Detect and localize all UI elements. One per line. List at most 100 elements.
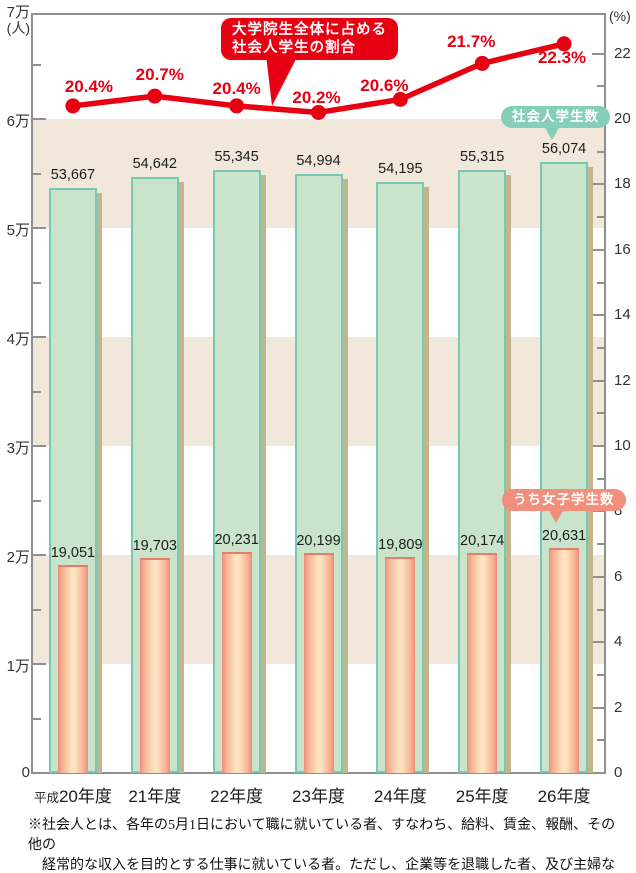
- percent-label: 20.6%: [360, 76, 409, 96]
- right-axis-tick: [597, 543, 605, 546]
- left-axis-label: 3万: [6, 440, 30, 457]
- percent-label: 20.4%: [64, 76, 114, 96]
- right-axis-label: 4: [614, 633, 623, 651]
- bar-value-label-adult: 55,345: [214, 148, 259, 165]
- left-axis-tick: [32, 63, 41, 66]
- right-axis-tick: [592, 575, 605, 578]
- left-axis-label: 5万: [6, 222, 30, 239]
- right-axis-tick: [597, 477, 605, 480]
- right-axis-tick: [597, 412, 605, 415]
- era-prefix: 平成: [33, 791, 59, 805]
- plot-frame: [31, 13, 606, 774]
- bar-value-label-female: 19,051: [50, 545, 96, 562]
- bar-female-students: [57, 565, 88, 773]
- left-axis-tick: [32, 172, 41, 175]
- x-axis-label: 22年度: [210, 787, 264, 806]
- footnote-line-2: 経常的な収入を目的とする仕事に就いている者。ただし、企業等を退職した者、及び主婦…: [42, 858, 616, 873]
- left-axis-label: 4万: [6, 331, 30, 348]
- right-axis-label: 12: [614, 371, 631, 389]
- x-axis-label: 26年度: [537, 787, 591, 806]
- right-axis-tick: [597, 216, 605, 219]
- left-axis-tick: [32, 281, 41, 284]
- left-axis-tick: [32, 336, 46, 338]
- percent-label: 20.7%: [135, 65, 184, 85]
- left-axis-label: 7万: [6, 4, 30, 21]
- x-axis-label: 24年度: [373, 787, 427, 806]
- bar-value-label-female: 20,631: [541, 528, 587, 545]
- line-series-callout: 大学院生全体に占める 社会人学生の割合: [221, 18, 398, 60]
- x-axis-label: 25年度: [455, 787, 509, 806]
- right-axis-tick: [592, 183, 605, 186]
- left-axis-tick: [32, 608, 41, 611]
- left-axis-tick: [32, 445, 46, 447]
- bar-value-label-adult: 56,074: [541, 140, 587, 157]
- percent-label: 21.7%: [447, 32, 496, 52]
- left-axis-label: 2万: [6, 549, 30, 566]
- left-axis-label: 6万: [6, 113, 30, 130]
- bar-female-students: [385, 557, 416, 773]
- bar-female-students: [467, 553, 498, 773]
- bar-value-label-female: 19,703: [132, 538, 177, 555]
- legend-female-students-pointer-icon: [548, 509, 564, 523]
- bar-value-label-female: 20,199: [296, 532, 341, 549]
- right-axis-tick: [597, 85, 605, 88]
- percent-label: 20.4%: [212, 78, 261, 98]
- right-axis-tick: [592, 510, 605, 513]
- right-axis-tick: [592, 706, 605, 709]
- right-axis-label: 20: [614, 110, 631, 127]
- right-axis-label: 6: [614, 567, 623, 585]
- bar-female-students: [549, 548, 580, 773]
- right-axis-tick: [592, 248, 605, 251]
- bar-female-students: [303, 552, 334, 773]
- right-axis-label: 0: [614, 764, 623, 781]
- left-axis-label: 1万: [6, 658, 30, 675]
- right-axis-tick: [592, 379, 605, 382]
- right-axis-label: 10: [614, 437, 631, 454]
- x-axis-label: 23年度: [292, 787, 345, 806]
- left-axis-tick: [32, 499, 41, 502]
- percent-label: 20.2%: [292, 88, 341, 108]
- bar-adult-students: [458, 170, 507, 773]
- right-axis-tick: [592, 445, 605, 447]
- right-axis-tick: [592, 314, 605, 317]
- right-axis-label: 16: [614, 240, 631, 258]
- left-axis-tick: [32, 554, 46, 556]
- left-axis-unit-label: (人): [6, 20, 30, 36]
- callout-line-1: 大学院生全体に占める: [232, 22, 387, 38]
- bar-value-label-adult: 54,195: [378, 161, 423, 178]
- bar-adult-students: [212, 169, 261, 773]
- left-axis-tick: [32, 717, 41, 720]
- right-axis-tick: [592, 641, 605, 644]
- bar-value-label-adult: 53,667: [50, 167, 96, 184]
- bar-value-label-female: 20,231: [214, 532, 259, 549]
- legend-adult-students-badge: 社会人学生数: [501, 106, 610, 128]
- legend-female-students-badge: うち女子学生数: [502, 489, 626, 511]
- right-axis-label: 22: [614, 44, 631, 62]
- callout-line-2: 社会人学生の割合: [232, 40, 356, 56]
- footnote-line-1: ※社会人とは、各年の5月1日において職に就いている者、すなわち、給料、賃金、報酬…: [28, 818, 616, 853]
- percent-label: 22.3%: [537, 47, 587, 67]
- right-axis-tick: [597, 346, 605, 349]
- footnote: ※社会人とは、各年の5月1日において職に就いている者、すなわち、給料、賃金、報酬…: [28, 816, 624, 873]
- left-axis-tick: [32, 390, 41, 393]
- bar-female-students: [221, 552, 252, 773]
- right-axis-tick: [597, 608, 605, 611]
- bar-value-label-adult: 55,315: [460, 149, 505, 166]
- right-axis-tick: [597, 150, 605, 153]
- right-axis-label: 14: [614, 306, 631, 324]
- bar-female-students: [139, 558, 170, 773]
- bar-value-label-female: 20,174: [460, 533, 505, 550]
- legend-adult-students-pointer-icon: [544, 126, 560, 140]
- right-axis-tick: [597, 281, 605, 284]
- left-axis-label: 0: [21, 764, 30, 781]
- x-axis-label: 平成20年度: [33, 787, 112, 806]
- left-axis-tick: [32, 118, 46, 120]
- right-axis-tick: [592, 52, 605, 55]
- right-axis-unit-label: (%): [609, 8, 631, 24]
- x-axis-label: 21年度: [128, 787, 182, 806]
- bar-value-label-adult: 54,994: [296, 152, 341, 169]
- right-axis-label: 8: [614, 502, 623, 520]
- right-axis-label: 2: [614, 698, 623, 716]
- left-axis-tick: [32, 663, 46, 665]
